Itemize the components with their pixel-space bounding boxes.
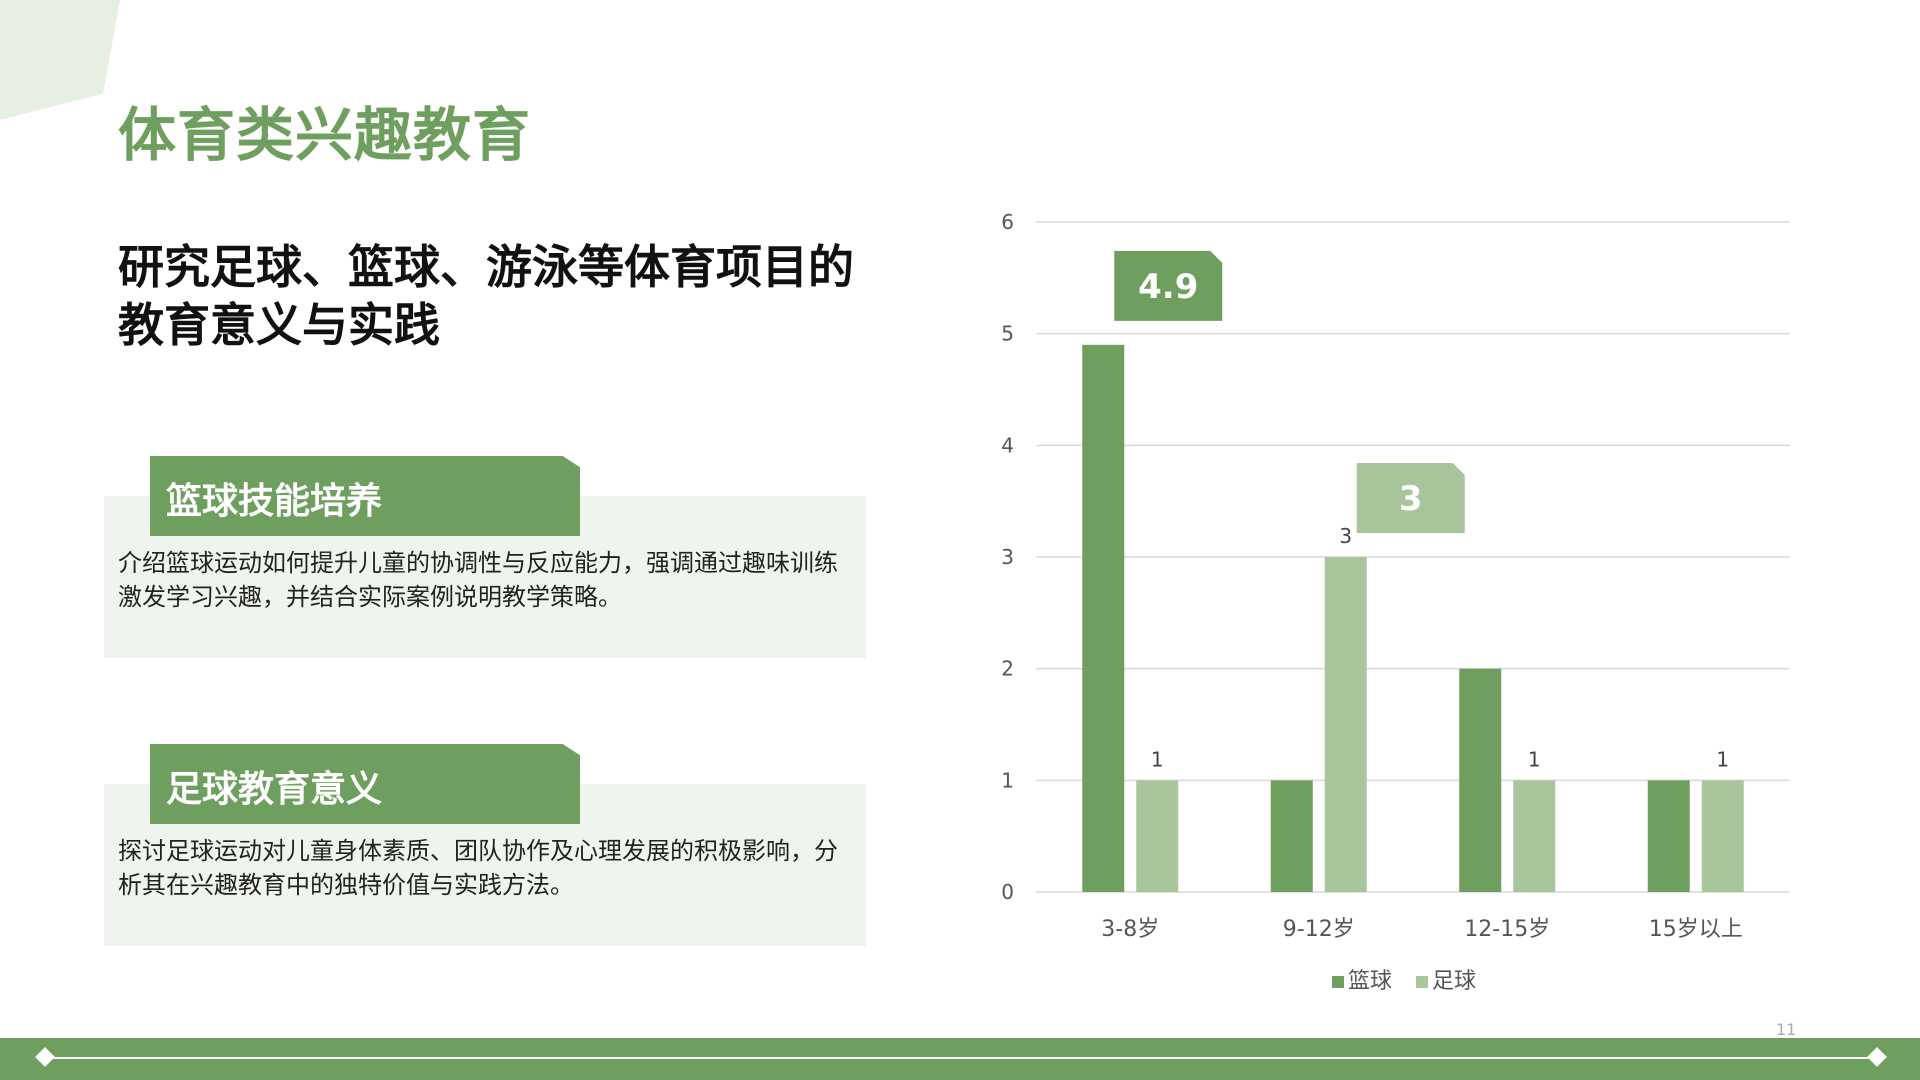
y-tick-label: 4 bbox=[1001, 433, 1014, 457]
bar bbox=[1701, 780, 1744, 892]
bar bbox=[1459, 668, 1502, 892]
footer-bar bbox=[0, 1038, 1920, 1080]
legend-swatch bbox=[1416, 976, 1428, 988]
page-subtitle: 研究足球、篮球、游泳等体育项目的教育意义与实践 bbox=[118, 240, 854, 352]
callout-label: 4.9 bbox=[1138, 267, 1198, 307]
bar-chart-svg: 0 1 2 3 4 5 6 1 3-8岁 3 9-12岁 1 12-15岁 1 15岁以上 4.9 3 篮球 足球 bbox=[1001, 210, 1790, 994]
legend-label: 足球 bbox=[1432, 969, 1476, 994]
data-label: 1 bbox=[1151, 747, 1164, 771]
callout-label: 3 bbox=[1399, 479, 1423, 519]
corner-decoration bbox=[0, 0, 120, 120]
bar-chart: 0 1 2 3 4 5 6 1 3-8岁 3 9-12岁 1 12-15岁 1 15岁以上 4.9 3 篮球 足球 bbox=[980, 200, 1810, 1020]
page-title: 体育类兴趣教育 bbox=[118, 101, 532, 169]
data-label: 3 bbox=[1339, 524, 1352, 548]
callout-box bbox=[1356, 463, 1465, 533]
legend-label: 篮球 bbox=[1348, 969, 1392, 994]
diamond-icon bbox=[1867, 1047, 1887, 1067]
y-tick-label: 6 bbox=[1001, 210, 1014, 234]
bar bbox=[1324, 557, 1367, 892]
y-tick-label: 5 bbox=[1001, 322, 1014, 346]
card-text-football: 探讨足球运动对儿童身体素质、团队协作及心理发展的积极影响，分析其在兴趣教育中的独… bbox=[118, 837, 838, 899]
y-tick-label: 3 bbox=[1001, 545, 1014, 569]
legend-swatch bbox=[1332, 976, 1344, 988]
data-label: 1 bbox=[1716, 747, 1729, 771]
x-tick-label: 12-15岁 bbox=[1464, 917, 1550, 942]
bar bbox=[1270, 780, 1313, 892]
y-tick-label: 2 bbox=[1001, 657, 1014, 681]
diamond-icon bbox=[35, 1047, 55, 1067]
page-number: 11 bbox=[1776, 1020, 1797, 1039]
y-tick-label: 0 bbox=[1001, 880, 1014, 904]
callout-box bbox=[1114, 250, 1223, 321]
data-label: 1 bbox=[1528, 747, 1541, 771]
y-tick-label: 1 bbox=[1001, 768, 1014, 792]
card-tag-basketball: 篮球技能培养 bbox=[150, 456, 580, 536]
card-tag-football: 足球教育意义 bbox=[150, 744, 580, 824]
card-tag-label: 足球教育意义 bbox=[166, 769, 383, 810]
bar bbox=[1647, 780, 1690, 892]
card-tag-label: 篮球技能培养 bbox=[166, 481, 383, 522]
footer-line bbox=[46, 1057, 1882, 1059]
bar bbox=[1082, 344, 1125, 892]
x-tick-label: 15岁以上 bbox=[1649, 917, 1743, 942]
bar bbox=[1513, 780, 1556, 892]
card-text-basketball: 介绍篮球运动如何提升儿童的协调性与反应能力，强调通过趣味训练激发学习兴趣，并结合… bbox=[118, 549, 838, 611]
x-tick-label: 3-8岁 bbox=[1101, 917, 1159, 942]
x-tick-label: 9-12岁 bbox=[1283, 917, 1355, 942]
bar bbox=[1136, 780, 1179, 892]
